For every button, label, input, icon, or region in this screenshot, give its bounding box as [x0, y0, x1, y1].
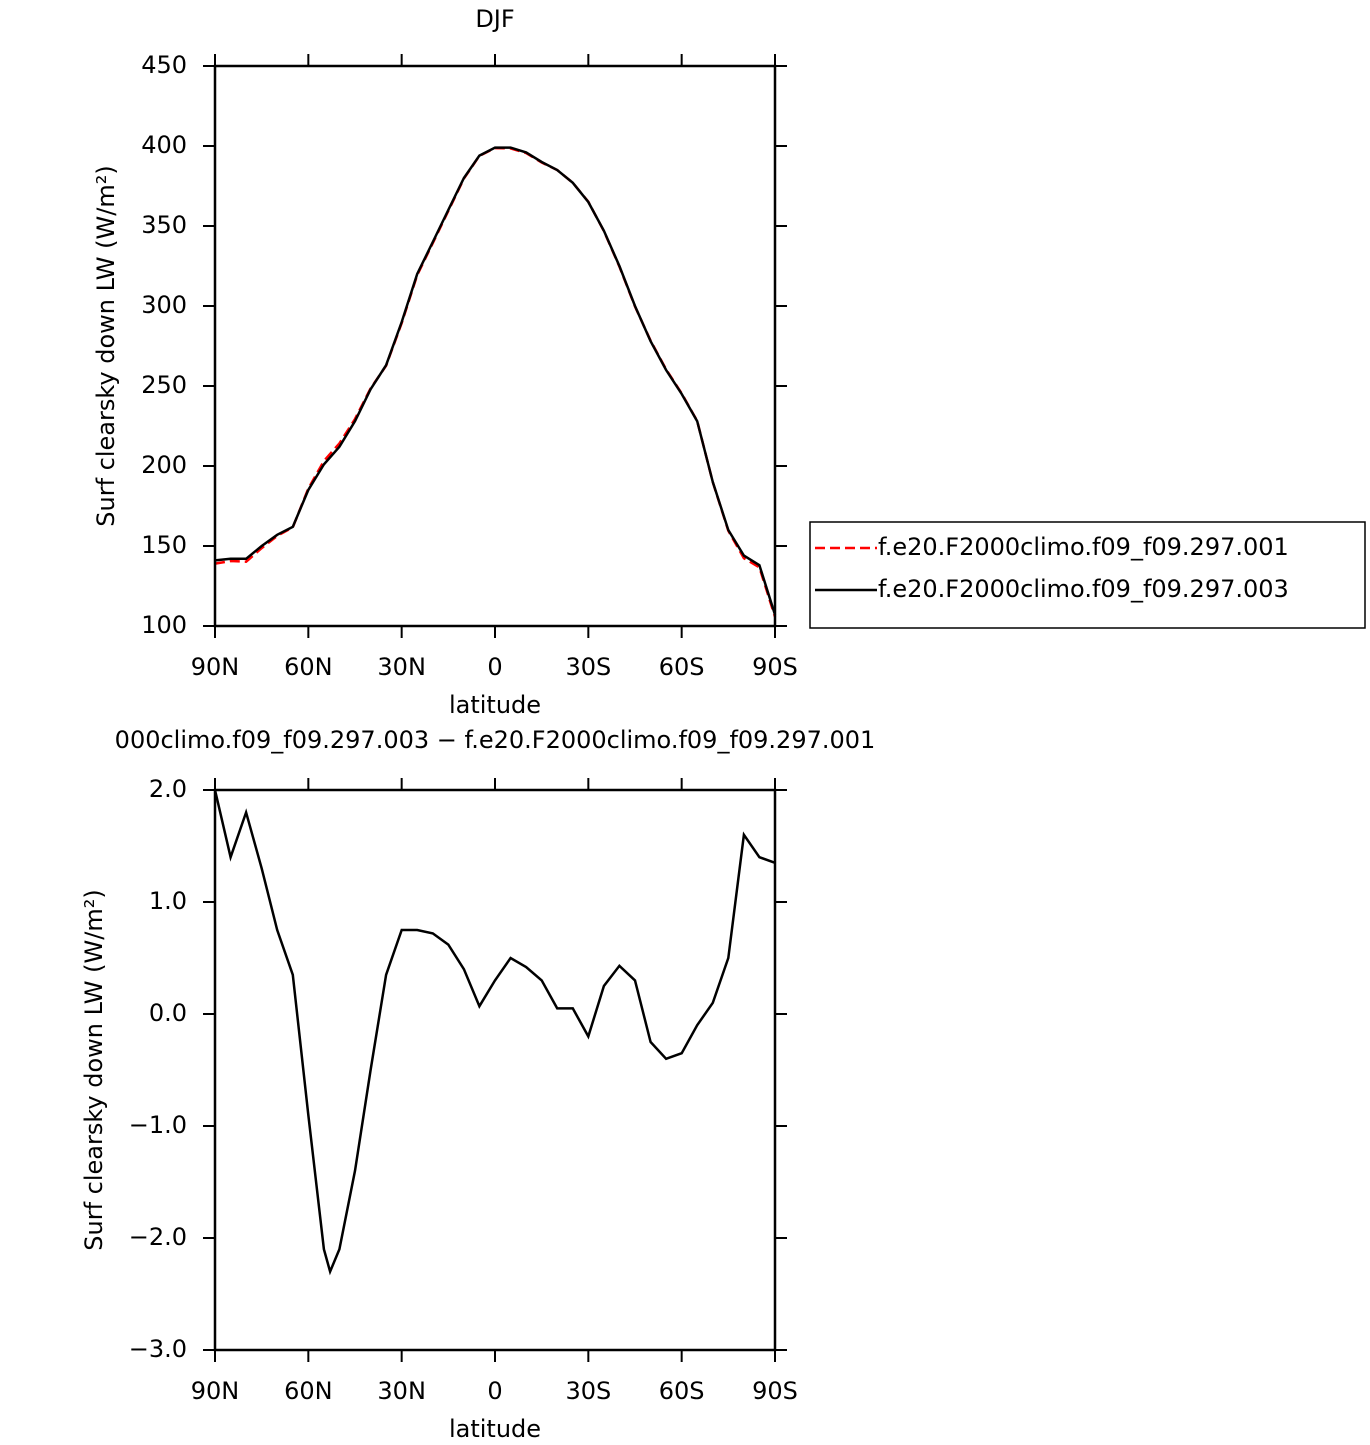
x-tick-label: 90S — [752, 1377, 798, 1405]
y-axis-label: Surf clearsky down LW (W/m²) — [80, 889, 108, 1250]
x-tick-label: 90N — [191, 1377, 240, 1405]
y-tick-label: 0.0 — [149, 999, 187, 1027]
x-tick-label: 60N — [284, 1377, 333, 1405]
data-line — [214, 146, 777, 618]
x-tick-label: 0 — [487, 653, 502, 681]
x-tick-label: 30S — [565, 653, 611, 681]
x-tick-label: 90N — [191, 653, 240, 681]
y-tick-label: 150 — [141, 531, 187, 559]
y-tick-label: −3.0 — [129, 1335, 187, 1363]
legend-label: f.e20.F2000climo.f09_f09.297.003 — [878, 575, 1289, 603]
x-axis-label: latitude — [449, 691, 541, 719]
x-tick-label: 30S — [565, 1377, 611, 1405]
x-tick-label: 0 — [487, 1377, 502, 1405]
x-tick-label: 60N — [284, 653, 333, 681]
y-tick-label: 250 — [141, 371, 187, 399]
chart-title: DJF — [475, 5, 514, 33]
x-tick-label: 60S — [659, 1377, 705, 1405]
y-tick-label: 450 — [141, 51, 187, 79]
plot-frame — [213, 788, 777, 1352]
x-tick-label: 60S — [659, 653, 705, 681]
y-tick-label: 200 — [141, 451, 187, 479]
legend-label: f.e20.F2000climo.f09_f09.297.001 — [878, 533, 1289, 561]
plot-frame — [213, 64, 777, 628]
y-tick-label: −1.0 — [129, 1111, 187, 1139]
y-tick-label: 350 — [141, 211, 187, 239]
y-tick-label: 300 — [141, 291, 187, 319]
y-tick-label: 100 — [141, 611, 187, 639]
x-axis-label: latitude — [449, 1415, 541, 1443]
y-tick-label: −2.0 — [129, 1223, 187, 1251]
y-tick-label: 400 — [141, 131, 187, 159]
y-axis-label: Surf clearsky down LW (W/m²) — [92, 165, 120, 526]
y-tick-label: 2.0 — [149, 775, 187, 803]
chart-title: 000climo.f09_f09.297.003 − f.e20.F2000cl… — [115, 726, 876, 754]
data-line — [213, 789, 776, 1276]
x-tick-label: 30N — [377, 653, 426, 681]
data-line — [214, 146, 777, 616]
legend-box — [809, 521, 1366, 629]
x-tick-label: 30N — [377, 1377, 426, 1405]
y-tick-label: 1.0 — [149, 887, 187, 915]
x-tick-label: 90S — [752, 653, 798, 681]
